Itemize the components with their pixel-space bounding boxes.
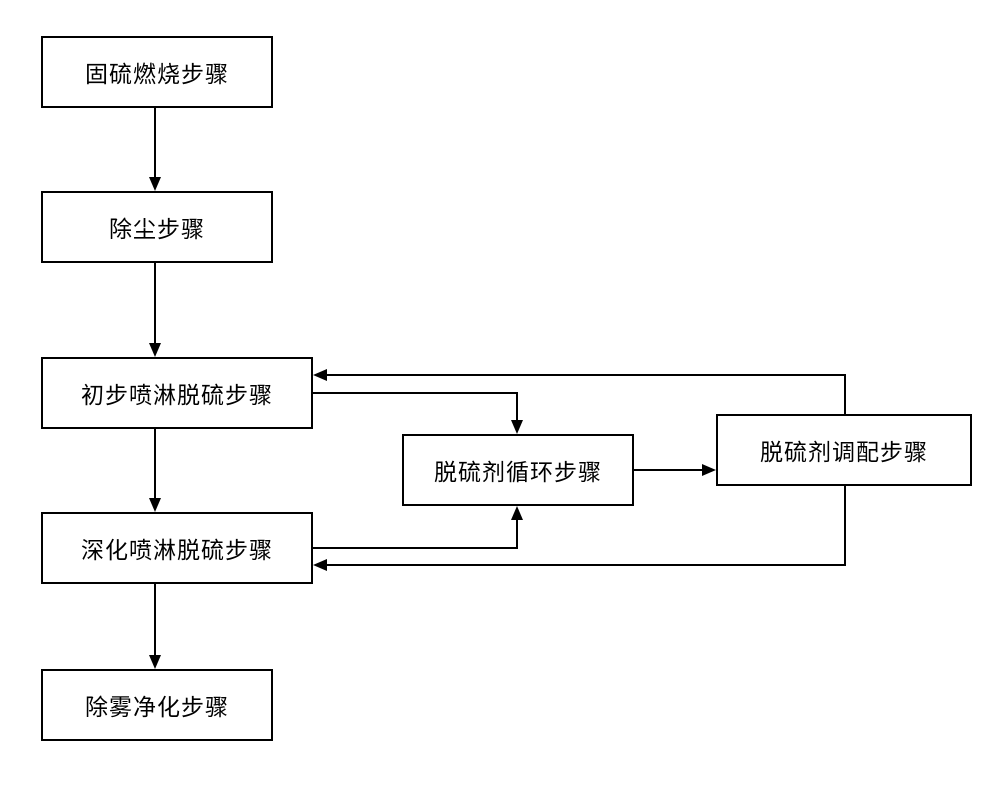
node-label: 脱硫剂调配步骤 [760,433,928,467]
node-label: 脱硫剂循环步骤 [434,453,602,487]
node-n1: 固硫燃烧步骤 [41,36,273,108]
node-label: 除尘步骤 [109,210,205,244]
node-label: 除雾净化步骤 [85,688,229,722]
node-n7: 脱硫剂调配步骤 [716,414,972,486]
node-n5: 除雾净化步骤 [41,669,273,741]
node-label: 固硫燃烧步骤 [85,55,229,89]
node-n6: 脱硫剂循环步骤 [402,434,634,506]
node-n2: 除尘步骤 [41,191,273,263]
node-label: 深化喷淋脱硫步骤 [81,531,273,565]
node-label: 初步喷淋脱硫步骤 [81,376,273,410]
node-n3: 初步喷淋脱硫步骤 [41,357,313,429]
node-n4: 深化喷淋脱硫步骤 [41,512,313,584]
